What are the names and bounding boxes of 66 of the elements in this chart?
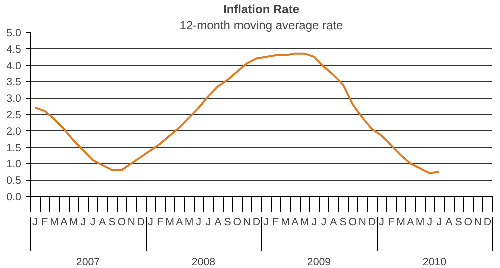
y-tick-label: 4.0	[6, 60, 22, 72]
x-tick-label: J	[379, 216, 384, 228]
y-tick-label: 5.0	[6, 28, 22, 40]
x-tick-label: A	[292, 216, 300, 228]
x-tick-label: N	[128, 216, 136, 228]
x-tick-label: D	[252, 216, 261, 228]
text: 2007	[76, 256, 100, 268]
text: 2008	[192, 256, 216, 268]
x-tick-label: D	[484, 216, 492, 228]
x-tick-label: J	[196, 216, 202, 228]
x-tick-label: J	[90, 216, 96, 228]
text: 2010	[422, 256, 447, 268]
x-tick-label: N	[243, 216, 251, 228]
y-tick-label: 3.5	[6, 76, 22, 89]
x-tick-label: A	[407, 216, 416, 228]
chart-title: Inflation Rate	[224, 2, 300, 16]
x-tick-label: J	[264, 216, 269, 228]
text: 2009	[307, 256, 332, 268]
x-tick-label: S	[340, 216, 347, 228]
x-tick-label: J	[206, 216, 212, 228]
x-tick-label: A	[446, 216, 454, 228]
x-tick-label: A	[214, 216, 223, 228]
x-tick-label: F	[272, 216, 280, 228]
x-tick-label: S	[455, 216, 462, 228]
y-tick-label: 0.0	[6, 192, 22, 204]
x-tick-label: A	[176, 216, 184, 228]
x-tick-label: S	[224, 216, 232, 228]
y-tick-label: 1.5	[6, 142, 22, 154]
y-tick-label: 3.0	[6, 93, 22, 106]
x-tick-label: M	[300, 216, 310, 228]
x-tick-label: O	[464, 216, 473, 228]
x-tick-label: M	[396, 216, 406, 228]
x-tick-label: N	[474, 216, 482, 228]
x-tick-label: J	[80, 216, 86, 228]
y-tick-label: 2.0	[6, 126, 22, 138]
x-tick-label: M	[416, 216, 425, 228]
x-tick-label: O	[348, 216, 358, 228]
x-tick-label: M	[69, 216, 78, 228]
x-tick-label: M	[281, 216, 290, 228]
line-series	[34, 52, 441, 175]
x-tick-label: D	[368, 216, 376, 228]
x-tick-label: J	[312, 216, 318, 228]
chart-subtitle: 12-month moving average rate	[180, 18, 344, 32]
y-tick-label: 2.5	[6, 110, 22, 122]
x-tick-label: M	[166, 216, 175, 228]
y-tick-label: 1.0	[6, 158, 22, 171]
x-tick-label: J	[427, 216, 433, 228]
y-tick-label: 0.5	[6, 175, 22, 188]
x-tick-label: M	[50, 216, 60, 228]
x-tick-label: D	[137, 216, 146, 228]
x-tick-label: A	[99, 216, 108, 228]
x-tick-label: O	[118, 216, 126, 228]
x-tick-label: A	[330, 216, 338, 228]
x-tick-label: O	[233, 216, 242, 228]
x-tick-label: F	[157, 216, 164, 228]
x-tick-label: J	[321, 216, 327, 228]
x-tick-label: A	[60, 216, 69, 228]
x-tick-label: N	[358, 216, 366, 228]
x-tick-label: J	[436, 216, 442, 228]
x-tick-label: S	[108, 216, 116, 228]
y-tick-label: 4.5	[6, 44, 22, 56]
x-tick-label: F	[42, 216, 49, 228]
x-tick-label: J	[32, 216, 38, 228]
x-tick-label: J	[148, 216, 154, 228]
x-tick-label: F	[388, 216, 396, 228]
x-tick-label: M	[184, 216, 194, 228]
